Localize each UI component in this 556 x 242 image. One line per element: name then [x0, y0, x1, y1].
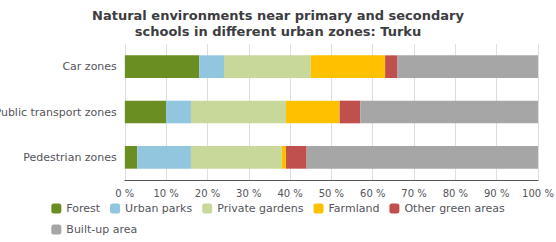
svg-text:Private gardens: Private gardens — [217, 202, 304, 215]
svg-text:50 %: 50 % — [319, 188, 344, 199]
svg-text:90 %: 90 % — [484, 188, 509, 199]
svg-text:Car zones: Car zones — [62, 60, 117, 73]
svg-text:Urban parks: Urban parks — [125, 202, 192, 215]
svg-text:70 %: 70 % — [401, 188, 426, 199]
svg-text:20 %: 20 % — [195, 188, 220, 199]
svg-text:100 %: 100 % — [522, 188, 554, 199]
svg-text:80 %: 80 % — [443, 188, 468, 199]
svg-text:schools in different urban zon: schools in different urban zones: Turku — [135, 24, 421, 39]
svg-text:Other green areas: Other green areas — [404, 202, 505, 215]
svg-text:Farmland: Farmland — [329, 202, 380, 215]
svg-text:Forest: Forest — [66, 202, 100, 215]
svg-text:30 %: 30 % — [236, 188, 261, 199]
svg-text:40 %: 40 % — [277, 188, 302, 199]
svg-text:0 %: 0 % — [115, 188, 134, 199]
svg-text:Public transport zones: Public transport zones — [0, 106, 117, 119]
svg-text:Pedestrian zones: Pedestrian zones — [23, 151, 117, 164]
svg-text:10 %: 10 % — [153, 188, 178, 199]
svg-text:Natural environments near prim: Natural environments near primary and se… — [92, 8, 464, 23]
svg-text:60 %: 60 % — [360, 188, 385, 199]
svg-text:Built-up area: Built-up area — [66, 223, 137, 236]
